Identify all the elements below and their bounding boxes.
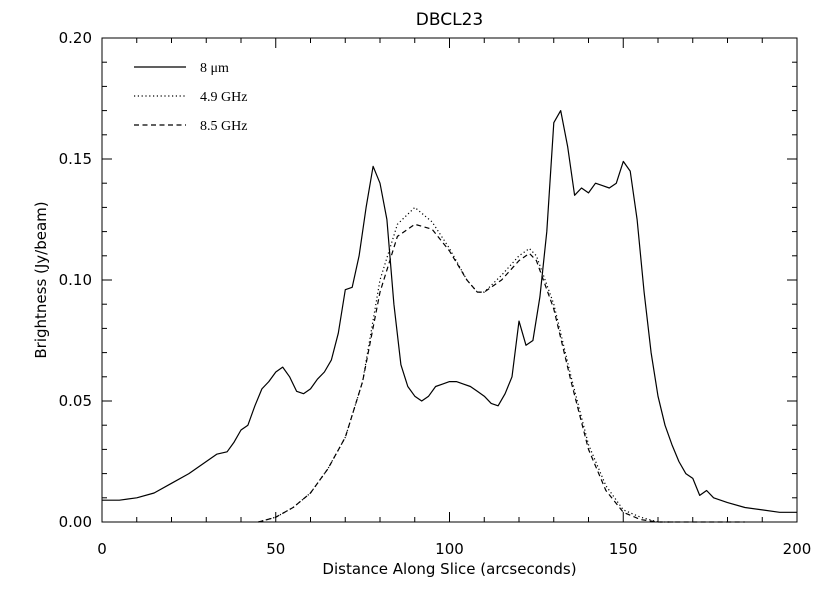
y-tick-label: 0.00 xyxy=(59,513,92,531)
series-line-dotted xyxy=(258,206,676,523)
x-axis-label: Distance Along Slice (arcseconds) xyxy=(322,560,576,578)
series-line-dashed xyxy=(258,223,745,523)
x-tick-label: 200 xyxy=(783,540,812,558)
series-line-solid xyxy=(102,109,797,513)
legend-label: 8.5 GHz xyxy=(200,119,247,134)
x-tick-label: 50 xyxy=(266,540,285,558)
chart-title: DBCL23 xyxy=(416,10,483,30)
axis-ticks xyxy=(101,37,798,523)
y-tick-label: 0.10 xyxy=(59,271,92,289)
y-tick-label: 0.05 xyxy=(59,392,92,410)
plot-frame xyxy=(101,37,798,523)
x-tick-label: 0 xyxy=(97,540,107,558)
axis-tick-labels: 0 50 100 150 200 0.00 0.05 0.10 0.15 0.20 xyxy=(59,29,812,558)
x-tick-label: 100 xyxy=(435,540,464,558)
legend-label: 4.9 GHz xyxy=(200,90,247,105)
y-tick-label: 0.20 xyxy=(59,29,92,47)
y-axis-label: Brightness (Jy/beam) xyxy=(32,201,50,358)
y-tick-label: 0.15 xyxy=(59,150,92,168)
series-lines xyxy=(102,109,797,523)
legend: 8 μm 4.9 GHz 8.5 GHz xyxy=(134,61,247,134)
x-tick-label: 150 xyxy=(609,540,638,558)
legend-label: 8 μm xyxy=(200,61,229,76)
